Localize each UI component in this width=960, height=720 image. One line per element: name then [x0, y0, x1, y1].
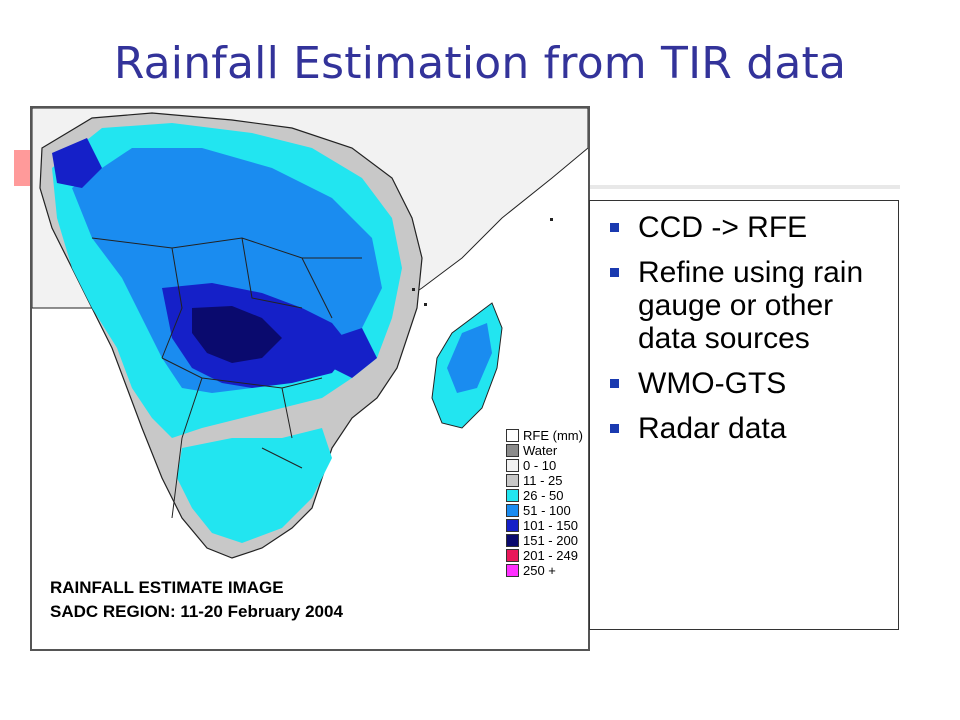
legend-label: 250 +	[523, 563, 556, 578]
legend-item: RFE (mm)	[506, 428, 588, 443]
legend-swatch	[506, 564, 519, 577]
rain-navy	[192, 306, 282, 363]
legend-label: 26 - 50	[523, 488, 564, 503]
accent-bar	[14, 150, 34, 186]
legend-item: Water	[506, 443, 588, 458]
bullet-square-icon	[610, 223, 619, 232]
legend-label: 201 - 249	[523, 548, 578, 563]
legend-item: 101 - 150	[506, 518, 588, 533]
bullet-text: Radar data	[638, 412, 787, 445]
legend-item: 250 +	[506, 563, 588, 578]
rainfall-map: RFE (mm) Water 0 - 10 11 - 25 26 - 50 51…	[30, 106, 590, 651]
legend-swatch	[506, 474, 519, 487]
legend-item: 0 - 10	[506, 458, 588, 473]
legend-item: 51 - 100	[506, 503, 588, 518]
legend-label: 51 - 100	[523, 503, 571, 518]
legend-item: 11 - 25	[506, 473, 588, 488]
legend-swatch	[506, 459, 519, 472]
legend-label: 101 - 150	[523, 518, 578, 533]
legend-label: 11 - 25	[523, 473, 563, 488]
legend-swatch	[506, 519, 519, 532]
bullet-textbox: CCD -> RFE Refine using rain gauge or ot…	[589, 200, 899, 630]
bullet-text: CCD -> RFE	[638, 211, 808, 244]
bullet-text: WMO-GTS	[638, 367, 787, 400]
country-borders	[91, 237, 362, 519]
legend-swatch	[506, 534, 519, 547]
legend-swatch	[506, 489, 519, 502]
map-legend: RFE (mm) Water 0 - 10 11 - 25 26 - 50 51…	[506, 428, 588, 578]
map-caption-line1: RAINFALL ESTIMATE IMAGE	[50, 578, 284, 597]
bullet-item: Refine using rain gauge or other data so…	[610, 256, 886, 355]
legend-swatch	[506, 549, 519, 562]
legend-swatch	[506, 444, 519, 457]
legend-item: 201 - 249	[506, 548, 588, 563]
rain-darkblue-e	[332, 328, 377, 378]
legend-item: 26 - 50	[506, 488, 588, 503]
legend-swatch	[506, 504, 519, 517]
rain-cyan-south	[177, 428, 332, 543]
bullet-item: WMO-GTS	[610, 367, 886, 400]
bullet-item: Radar data	[610, 412, 886, 445]
rain-darkblue-nw	[52, 138, 102, 188]
legend-label: Water	[523, 443, 558, 458]
rainfall-map-image	[32, 108, 588, 559]
legend-label: 0 - 10	[523, 458, 557, 473]
divider-line	[580, 185, 900, 189]
map-caption: RAINFALL ESTIMATE IMAGE SADC REGION: 11-…	[50, 576, 343, 624]
legend-item: 151 - 200	[506, 533, 588, 548]
bullet-square-icon	[610, 379, 619, 388]
map-caption-line2: SADC REGION: 11-20 February 2004	[50, 602, 343, 621]
bullet-square-icon	[610, 268, 619, 277]
legend-swatch	[506, 429, 519, 442]
rain-madagascar-blue	[447, 323, 492, 393]
bullet-item: CCD -> RFE	[610, 211, 886, 244]
bullet-square-icon	[610, 424, 619, 433]
bullet-text: Refine using rain gauge or other data so…	[638, 256, 864, 355]
bullet-list: CCD -> RFE Refine using rain gauge or ot…	[590, 201, 898, 445]
legend-label: RFE (mm)	[523, 428, 583, 443]
slide-title: Rainfall Estimation from TIR data	[113, 38, 847, 89]
legend-label: 151 - 200	[523, 533, 578, 548]
